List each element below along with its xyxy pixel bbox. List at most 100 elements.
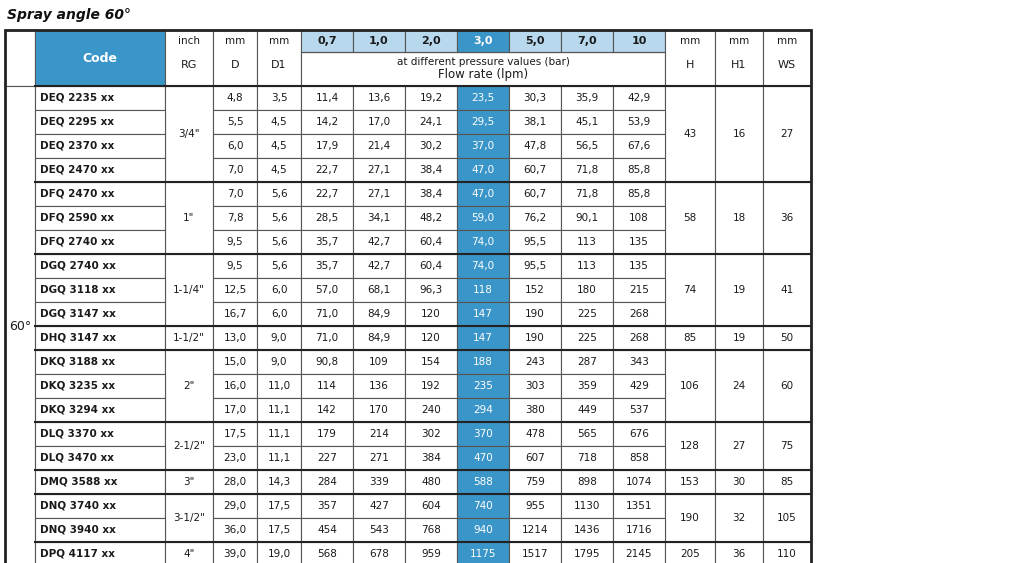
- Text: 5,6: 5,6: [270, 237, 288, 247]
- Bar: [353, 398, 406, 422]
- Text: 243: 243: [525, 357, 545, 367]
- Bar: [509, 446, 561, 470]
- Text: at different pressure values (bar): at different pressure values (bar): [396, 56, 569, 66]
- Bar: [301, 302, 353, 326]
- Text: 959: 959: [421, 549, 441, 559]
- Text: 898: 898: [578, 477, 597, 487]
- Text: 225: 225: [578, 333, 597, 343]
- Text: 105: 105: [777, 513, 797, 523]
- Text: 284: 284: [317, 477, 337, 487]
- Text: 449: 449: [578, 405, 597, 415]
- Bar: [35, 158, 165, 182]
- Text: 34,1: 34,1: [368, 213, 390, 223]
- Text: 71,0: 71,0: [315, 309, 339, 319]
- Bar: [406, 326, 457, 350]
- Bar: [257, 278, 301, 302]
- Bar: [301, 52, 665, 86]
- Text: 56,5: 56,5: [575, 141, 599, 151]
- Bar: [715, 422, 763, 470]
- Text: 678: 678: [369, 549, 389, 559]
- Bar: [165, 30, 213, 86]
- Text: 23,5: 23,5: [471, 93, 495, 103]
- Text: 17,0: 17,0: [368, 117, 390, 127]
- Text: 205: 205: [680, 549, 699, 559]
- Text: 5,5: 5,5: [226, 117, 244, 127]
- Bar: [457, 374, 509, 398]
- Text: 13,6: 13,6: [368, 93, 390, 103]
- Text: 19,0: 19,0: [267, 549, 291, 559]
- Bar: [301, 470, 353, 494]
- Bar: [561, 158, 613, 182]
- Text: 568: 568: [317, 549, 337, 559]
- Text: 147: 147: [473, 309, 493, 319]
- Text: DEQ 2470 xx: DEQ 2470 xx: [40, 165, 115, 175]
- Text: 427: 427: [369, 501, 389, 511]
- Text: 30: 30: [732, 477, 745, 487]
- Text: 95,5: 95,5: [523, 237, 547, 247]
- Text: 27: 27: [780, 129, 794, 139]
- Text: 84,9: 84,9: [368, 309, 390, 319]
- Text: 53,9: 53,9: [628, 117, 650, 127]
- Bar: [561, 278, 613, 302]
- Text: 85: 85: [780, 477, 794, 487]
- Text: 11,1: 11,1: [267, 429, 291, 439]
- Bar: [613, 230, 665, 254]
- Text: 343: 343: [629, 357, 649, 367]
- Bar: [561, 398, 613, 422]
- Text: DPQ 4117 xx: DPQ 4117 xx: [40, 549, 115, 559]
- Bar: [353, 182, 406, 206]
- Text: 179: 179: [317, 429, 337, 439]
- Text: 6,0: 6,0: [226, 141, 244, 151]
- Bar: [613, 206, 665, 230]
- Text: DLQ 3470 xx: DLQ 3470 xx: [40, 453, 114, 463]
- Bar: [165, 422, 213, 470]
- Bar: [561, 326, 613, 350]
- Text: 60: 60: [780, 381, 794, 391]
- Text: 1716: 1716: [626, 525, 652, 535]
- Bar: [561, 374, 613, 398]
- Bar: [561, 182, 613, 206]
- Bar: [35, 86, 165, 110]
- Text: 357: 357: [317, 501, 337, 511]
- Bar: [213, 278, 257, 302]
- Text: 1175: 1175: [470, 549, 497, 559]
- Bar: [457, 254, 509, 278]
- Bar: [35, 470, 165, 494]
- Bar: [35, 30, 165, 86]
- Text: 3/4": 3/4": [178, 129, 200, 139]
- Text: 225: 225: [578, 309, 597, 319]
- Text: 35,9: 35,9: [575, 93, 599, 103]
- Text: DNQ 3740 xx: DNQ 3740 xx: [40, 501, 116, 511]
- Bar: [301, 110, 353, 134]
- Bar: [457, 110, 509, 134]
- Text: 2-1/2": 2-1/2": [173, 441, 205, 451]
- Text: Flow rate (lpm): Flow rate (lpm): [438, 68, 528, 81]
- Text: 113: 113: [578, 261, 597, 271]
- Bar: [613, 30, 665, 52]
- Bar: [301, 134, 353, 158]
- Text: DFQ 2740 xx: DFQ 2740 xx: [40, 237, 115, 247]
- Text: mm: mm: [729, 36, 750, 46]
- Bar: [509, 470, 561, 494]
- Text: 565: 565: [578, 429, 597, 439]
- Text: 45,1: 45,1: [575, 117, 599, 127]
- Text: 42,9: 42,9: [628, 93, 650, 103]
- Text: DGQ 2740 xx: DGQ 2740 xx: [40, 261, 116, 271]
- Text: 74,0: 74,0: [471, 261, 495, 271]
- Text: 940: 940: [473, 525, 493, 535]
- Bar: [457, 350, 509, 374]
- Text: 76,2: 76,2: [523, 213, 547, 223]
- Bar: [353, 110, 406, 134]
- Text: 29,5: 29,5: [471, 117, 495, 127]
- Bar: [613, 518, 665, 542]
- Bar: [509, 302, 561, 326]
- Bar: [257, 30, 301, 86]
- Bar: [665, 470, 715, 494]
- Text: 50: 50: [780, 333, 794, 343]
- Text: 14,2: 14,2: [315, 117, 339, 127]
- Text: 68,1: 68,1: [368, 285, 390, 295]
- Text: DGQ 3118 xx: DGQ 3118 xx: [40, 285, 116, 295]
- Bar: [715, 86, 763, 182]
- Text: 35,7: 35,7: [315, 261, 339, 271]
- Text: DNQ 3940 xx: DNQ 3940 xx: [40, 525, 116, 535]
